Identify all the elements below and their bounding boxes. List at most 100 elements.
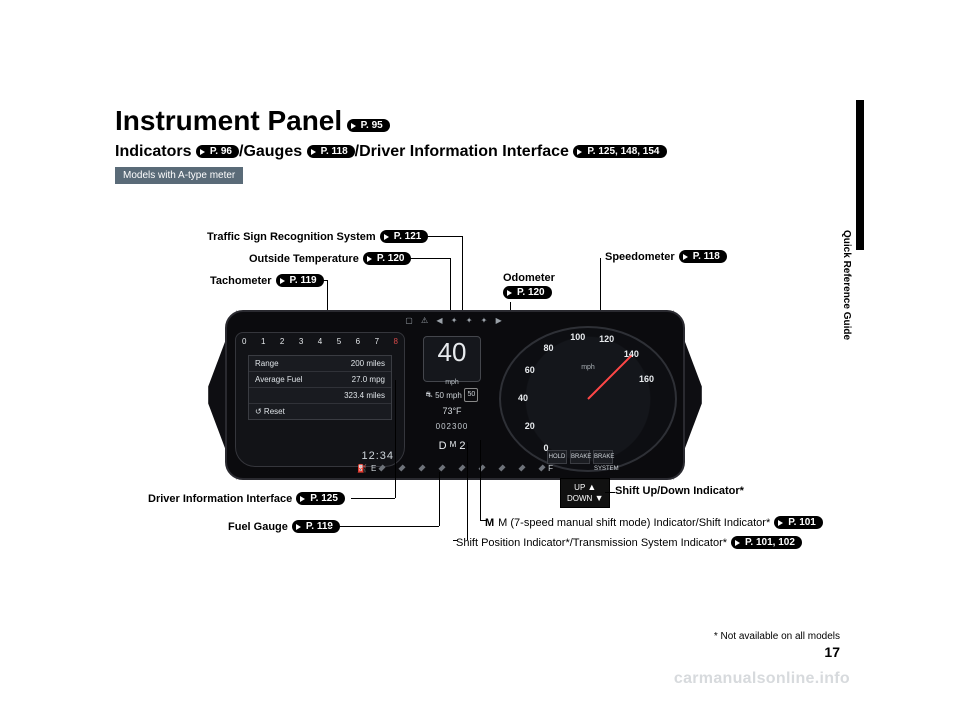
callout-shiftpos-page: P. 101, 102: [731, 536, 802, 549]
callout-speedo-page: P. 118: [679, 250, 727, 263]
speedo-tick-160: 160: [639, 374, 654, 384]
shiftud-down: DOWN: [567, 494, 592, 503]
tach-0: 0: [242, 337, 246, 351]
callout-tsr: Traffic Sign Recognition System P. 121: [207, 230, 428, 243]
tach-ticks: 0 1 2 3 4 5 6 7 8: [242, 337, 398, 351]
side-tab: Quick Reference Guide: [840, 100, 864, 600]
footnote: * Not available on all models: [714, 631, 840, 642]
dii-trip-v: 323.4 miles: [344, 391, 385, 400]
title-page-ref: P. 95: [347, 119, 390, 132]
tach-8: 8: [394, 337, 398, 351]
callout-dii-label: Driver Information Interface: [148, 493, 292, 505]
sub-indicators-page: P. 96: [196, 145, 239, 158]
leader: [317, 280, 327, 281]
page-number: 17: [824, 644, 840, 660]
callout-fuel-label: Fuel Gauge: [228, 521, 288, 533]
callout-temp-label: Outside Temperature: [249, 253, 359, 265]
callout-shiftud-label: Shift Up/Down Indicator*: [615, 485, 744, 497]
speedo-tick-100: 100: [570, 332, 585, 342]
leader: [605, 492, 615, 493]
callout-temp: Outside Temperature P. 120: [249, 252, 411, 265]
callout-mmode: M M (7-speed manual shift mode) Indicato…: [485, 516, 823, 529]
speedo-tick-40: 40: [518, 393, 528, 403]
leader: [395, 380, 396, 498]
side-tab-marker: [856, 100, 864, 250]
outside-temp: 73°F: [413, 406, 491, 416]
callout-odo-label: Odometer: [503, 272, 555, 284]
leader: [467, 442, 468, 540]
leader: [480, 520, 486, 521]
dii-row-reset: ↺ Reset: [249, 404, 391, 419]
tach-1: 1: [261, 337, 265, 351]
speedo-tick-80: 80: [544, 343, 554, 353]
leader: [480, 440, 481, 520]
dii-panel: Range200 miles Average Fuel 27.0 mpg 323.…: [248, 355, 392, 420]
callout-mmode-page: P. 101: [774, 516, 823, 529]
sub-indicators: Indicators: [115, 143, 191, 160]
leader: [453, 540, 457, 541]
callout-tach: Tachometer P. 119: [210, 274, 324, 287]
shift-d: D: [439, 440, 447, 452]
callout-tach-label: Tachometer: [210, 275, 272, 287]
page: Instrument Panel P. 95 Indicators P. 96/…: [0, 0, 960, 722]
tach-3: 3: [299, 337, 303, 351]
tachometer: 0 1 2 3 4 5 6 7 8 Range200 miles Average…: [235, 332, 405, 467]
callout-odo-page: P. 120: [503, 286, 552, 299]
limit-label: 50 mph: [435, 391, 462, 400]
leader: [422, 236, 462, 237]
callout-shiftud: Shift Up/Down Indicator*: [615, 485, 744, 497]
speedo-tick-0: 0: [544, 443, 549, 453]
dii-row-avg: Average Fuel 27.0 mpg: [249, 372, 391, 388]
callout-fuel: Fuel Gauge P. 119: [228, 520, 340, 533]
dii-avg-v: 27.0 mpg: [352, 375, 385, 384]
tach-2: 2: [280, 337, 284, 351]
shiftud-up: UP: [574, 483, 585, 492]
fuel-ticks: [380, 465, 544, 471]
callout-mmode-label: M (7-speed manual shift mode) Indicator/…: [498, 517, 770, 529]
dii-reset: ↺ Reset: [255, 407, 285, 416]
speed-limit-row: ⛐50 mph50: [423, 388, 481, 402]
sub-gauges-page: P. 118: [307, 145, 355, 158]
callout-shiftpos-label: Shift Position Indicator*/Transmission S…: [456, 537, 727, 549]
speedo-tick-140: 140: [624, 349, 639, 359]
odometer: 002300: [413, 422, 491, 431]
shift-gear: 2: [459, 440, 465, 452]
limit-sign: 50: [464, 388, 478, 402]
fuel-F: F: [548, 464, 553, 473]
speedometer: mph HOLD BRAKE BRAKE SYSTEM 020406080100…: [499, 326, 677, 472]
dii-row-range: Range200 miles: [249, 356, 391, 372]
sbx-brakesys: BRAKE SYSTEM: [593, 450, 613, 464]
leader: [331, 526, 439, 527]
speedo-tick-120: 120: [599, 334, 614, 344]
callout-dii: Driver Information Interface P. 125: [148, 492, 345, 505]
digital-speed: 40 mph: [423, 336, 481, 382]
sbx-brake: BRAKE: [570, 450, 590, 464]
fuel-gauge: ⛽E F: [357, 462, 553, 474]
dii-range-l: Range: [255, 359, 279, 368]
leader: [351, 498, 395, 499]
callout-tsr-label: Traffic Sign Recognition System: [207, 231, 376, 243]
side-tab-label: Quick Reference Guide: [841, 230, 852, 340]
fuel-E: E: [371, 464, 376, 473]
callout-odo: Odometer P. 120: [503, 272, 555, 299]
watermark: carmanualsonline.info: [674, 670, 850, 688]
sub-gauges: Gauges: [243, 143, 302, 160]
callout-temp-page: P. 120: [363, 252, 412, 265]
shift-updown-box: UP ▲ DOWN ▼: [560, 478, 610, 508]
tach-6: 6: [356, 337, 360, 351]
tach-7: 7: [375, 337, 379, 351]
speedo-tick-20: 20: [525, 421, 535, 431]
tach-4: 4: [318, 337, 322, 351]
page-title: Instrument Panel: [115, 105, 342, 137]
callout-speedo-label: Speedometer: [605, 251, 675, 263]
dii-avg-l: Average Fuel: [255, 375, 302, 384]
content-area: Instrument Panel P. 95 Indicators P. 96/…: [115, 105, 835, 184]
shift-m: M: [450, 440, 457, 449]
dii-row-trip: 323.4 miles: [249, 388, 391, 404]
sub-dii-page: P. 125, 148, 154: [573, 145, 666, 158]
model-badge: Models with A-type meter: [115, 167, 243, 184]
callout-speedo: Speedometer P. 118: [605, 250, 727, 263]
clock: 12:34: [361, 450, 394, 462]
callout-dii-page: P. 125: [296, 492, 345, 505]
tach-5: 5: [337, 337, 341, 351]
